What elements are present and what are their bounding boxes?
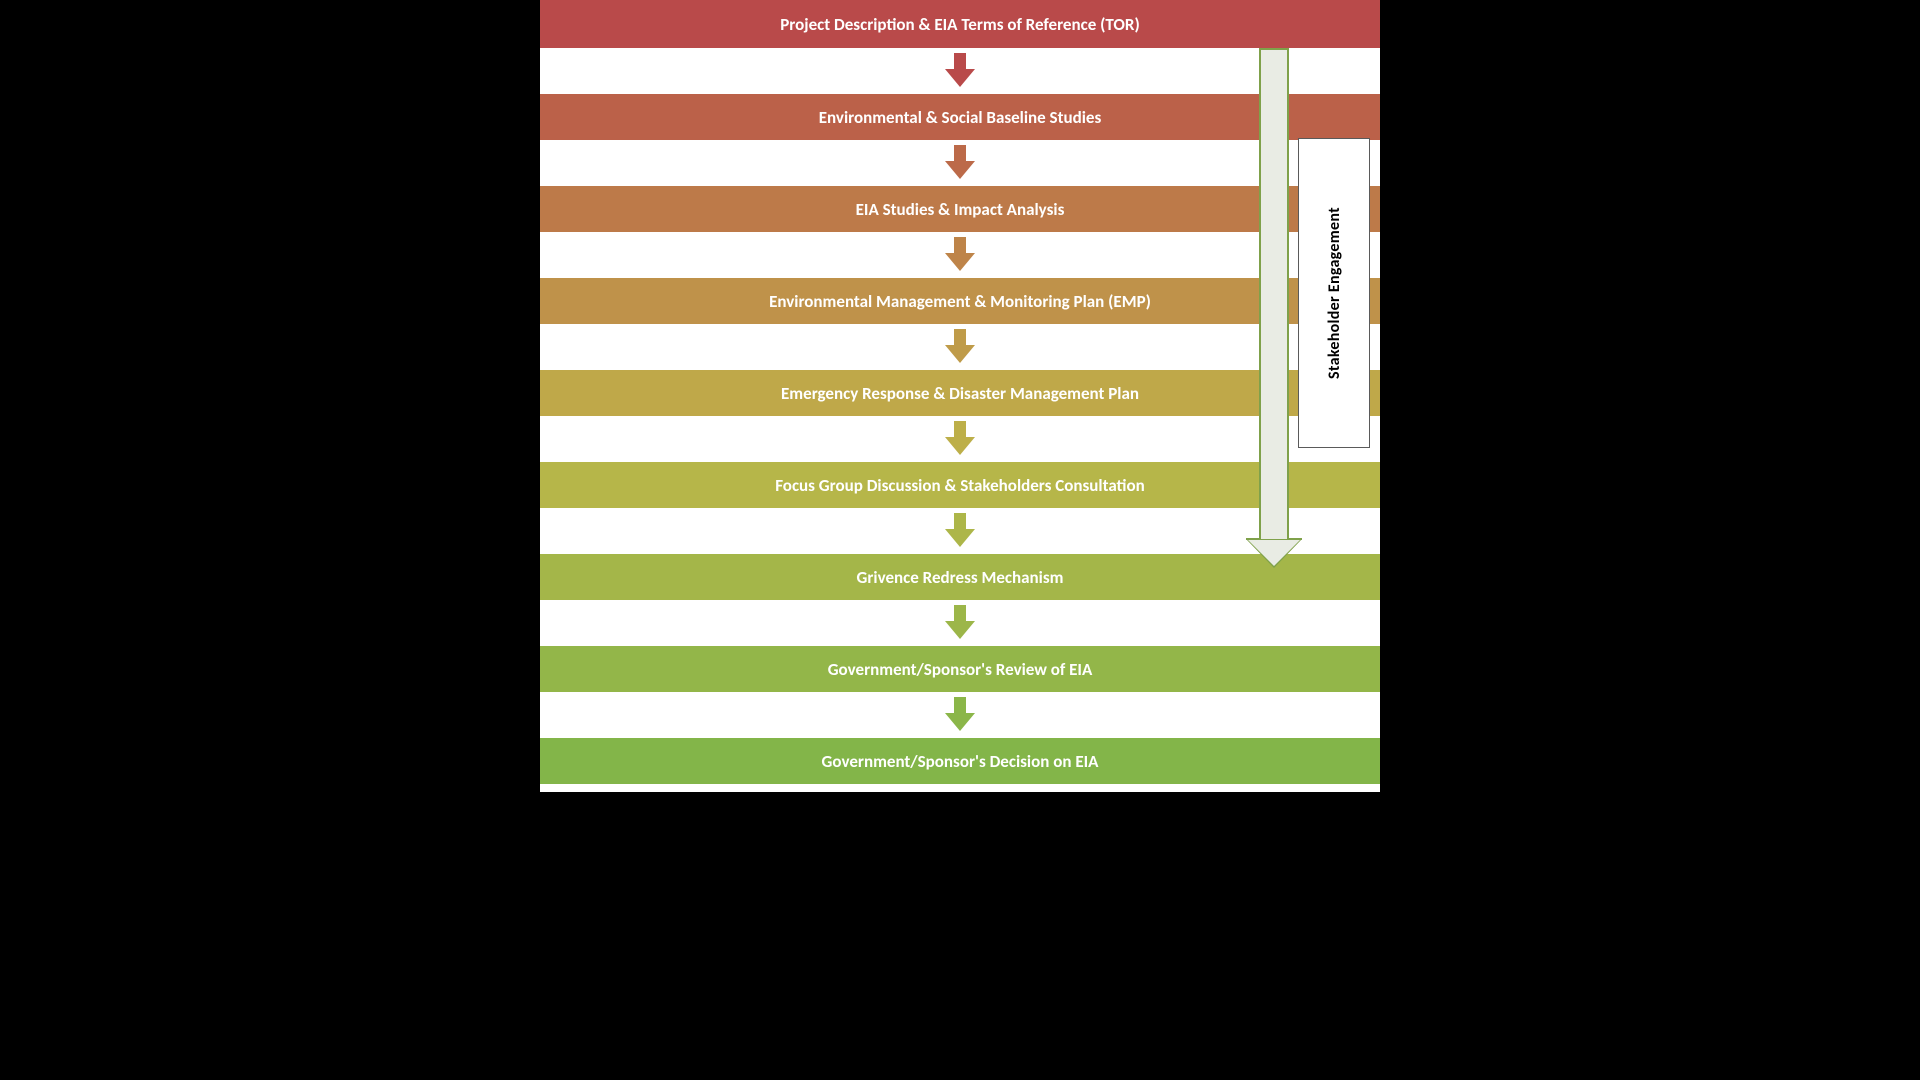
down-arrow-icon [945,513,975,549]
flow-step-label: Project Description & EIA Terms of Refer… [780,14,1140,35]
flow-step-label: Emergency Response & Disaster Management… [781,383,1139,404]
down-arrow-icon [945,53,975,89]
flow-step-label: Focus Group Discussion & Stakeholders Co… [775,475,1145,496]
eia-process-flowchart: Project Description & EIA Terms of Refer… [540,0,1380,792]
stakeholder-engagement-label-box: Stakeholder Engagement [1298,138,1370,448]
flow-step-label: EIA Studies & Impact Analysis [856,199,1065,220]
flow-step-label: Government/Sponsor's Review of EIA [828,659,1093,680]
flow-step-1: Project Description & EIA Terms of Refer… [540,0,1380,48]
down-arrow-icon [945,421,975,457]
stakeholder-engagement-arrow [1248,48,1300,566]
stakeholder-engagement-label: Stakeholder Engagement [1325,207,1344,379]
down-arrow-icon [945,237,975,273]
down-arrow-icon [945,329,975,365]
arrow-gap [540,692,1380,738]
down-arrow-icon [945,145,975,181]
flow-step-label: Environmental Management & Monitoring Pl… [769,291,1151,312]
flow-step-8: Government/Sponsor's Review of EIA [540,646,1380,692]
arrow-gap [540,600,1380,646]
flow-step-label: Environmental & Social Baseline Studies [819,107,1102,128]
flow-step-label: Government/Sponsor's Decision on EIA [822,751,1099,772]
flow-step-label: Grivence Redress Mechanism [857,567,1064,588]
down-arrow-icon [945,605,975,641]
down-arrow-icon [945,697,975,733]
flow-step-9: Government/Sponsor's Decision on EIA [540,738,1380,784]
